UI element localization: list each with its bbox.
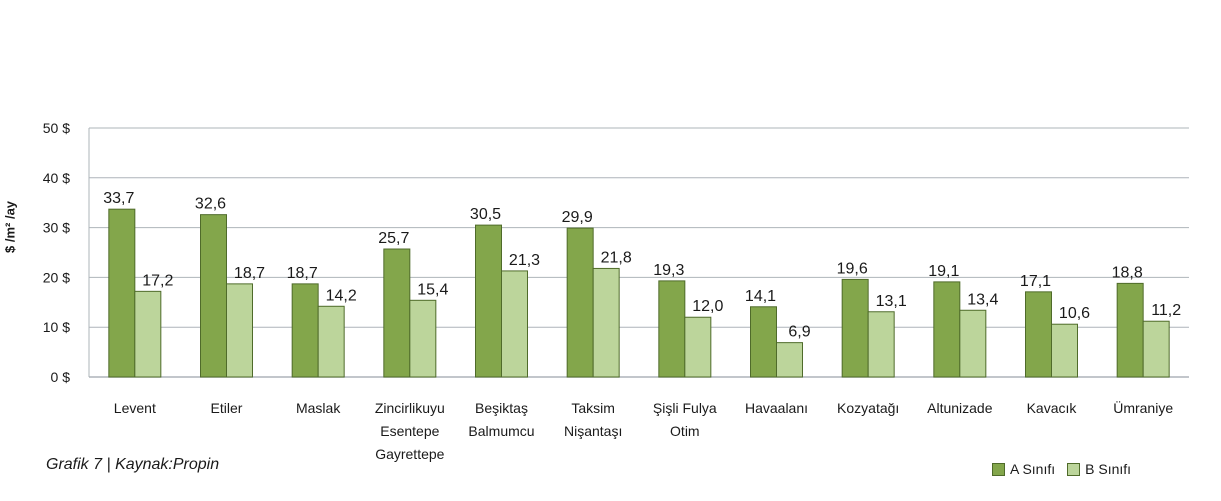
x-tick-label-line: Beşiktaş <box>475 400 528 416</box>
bar <box>867 311 895 378</box>
bar <box>291 283 319 378</box>
data-label: 29,9 <box>562 209 593 226</box>
x-tick-label-line: Altunizade <box>927 400 993 416</box>
bar <box>108 208 136 378</box>
data-label: 17,2 <box>142 272 173 289</box>
bar <box>1051 323 1078 378</box>
data-label: 18,7 <box>287 265 318 282</box>
data-label: 25,7 <box>378 230 409 247</box>
x-tick-label-line: Gayrettepe <box>375 446 444 462</box>
bar <box>1116 282 1144 378</box>
x-tick-label: Altunizade <box>927 400 993 416</box>
bar <box>658 280 686 378</box>
x-tick-label: Havaalanı <box>745 400 808 416</box>
legend-item-a: A Sınıfı <box>992 461 1055 477</box>
x-tick-label-line: Havaalanı <box>745 400 808 416</box>
x-tick-label-line: Nişantaşı <box>564 423 622 439</box>
legend-swatch-b <box>1067 462 1081 476</box>
data-label: 14,1 <box>745 288 776 305</box>
y-tick-label: 10 $ <box>43 319 70 335</box>
bar <box>566 227 594 378</box>
x-tick-label-line: Etiler <box>211 400 243 416</box>
figure-caption: Grafik 7 | Kaynak:Propin <box>46 456 220 473</box>
x-tick-label-line: Kavacık <box>1027 400 1078 416</box>
x-tick-label: Levent <box>114 400 156 416</box>
x-tick-label: Kozyatağı <box>837 400 899 416</box>
data-label: 12,0 <box>692 298 723 315</box>
x-tick-label-line: Kozyatağı <box>837 400 899 416</box>
legend-label-a: A Sınıfı <box>1010 461 1056 477</box>
legend-label-b: B Sınıfı <box>1085 461 1132 477</box>
x-tick-label: Kavacık <box>1027 400 1078 416</box>
x-tick-label-line: Otim <box>670 423 700 439</box>
data-label: 19,3 <box>653 262 684 279</box>
legend-swatch-a <box>992 462 1005 476</box>
bar <box>409 299 437 378</box>
data-label: 19,6 <box>837 260 868 277</box>
data-label: 33,7 <box>103 190 134 207</box>
bar <box>933 281 961 378</box>
data-label: 11,2 <box>1151 302 1181 319</box>
data-label: 30,5 <box>470 206 501 223</box>
data-label: 32,6 <box>195 196 226 213</box>
data-label: 18,8 <box>1112 264 1143 281</box>
bar <box>134 290 162 378</box>
data-label: 15,4 <box>417 281 448 298</box>
data-label: 6,9 <box>788 324 810 341</box>
data-label: 21,8 <box>601 249 632 266</box>
y-tick-label: 40 $ <box>43 170 70 186</box>
bar <box>200 214 227 378</box>
data-label: 17,1 <box>1020 273 1051 290</box>
x-tick-label: Beşiktaş Balmumcu <box>468 400 534 439</box>
x-tick-label: Taksim Nişantaşı <box>564 400 622 439</box>
x-tick-label-line: Balmumcu <box>468 423 534 439</box>
x-tick-label: Etiler <box>211 400 243 416</box>
y-tick-label: 50 $ <box>43 120 70 136</box>
bar <box>1025 291 1052 378</box>
y-axis-label: $ /m² /ay <box>2 200 18 253</box>
x-tick-label-line: Esentepe <box>380 423 439 439</box>
x-tick-label-line: Levent <box>114 400 156 416</box>
bar <box>776 342 803 378</box>
bar <box>841 278 869 378</box>
bar <box>1142 320 1170 378</box>
bar <box>592 267 620 378</box>
legend-item-b: B Sınıfı <box>1067 461 1131 477</box>
data-label: 13,4 <box>967 291 998 308</box>
bar <box>475 224 502 378</box>
bar <box>383 248 411 378</box>
x-tick-label-line: Ümraniye <box>1113 399 1173 416</box>
x-tick-label: Zincirlikuyu Esentepe Gayrettepe <box>375 400 445 462</box>
data-label: 10,6 <box>1059 305 1090 322</box>
x-tick-label: Maslak <box>296 400 341 416</box>
y-tick-label: 30 $ <box>43 220 70 236</box>
bar <box>750 306 777 378</box>
bar <box>501 270 528 378</box>
bar <box>226 283 253 378</box>
data-label: 13,1 <box>876 293 907 310</box>
data-label: 18,7 <box>234 265 265 282</box>
x-tick-label-line: Maslak <box>296 400 341 416</box>
y-tick-label: 20 $ <box>43 269 70 285</box>
x-tick-label-line: Taksim <box>571 400 615 416</box>
x-tick-label: Ümraniye <box>1113 399 1173 416</box>
bar <box>317 305 345 378</box>
x-tick-label-line: Zincirlikuyu <box>375 400 445 416</box>
chart-legend: A Sınıfı B Sınıfı <box>992 461 1131 477</box>
data-label: 14,2 <box>326 287 357 304</box>
x-tick-label: Şişli Fulya Otim <box>653 400 717 439</box>
x-tick-label-line: Şişli Fulya <box>653 400 717 416</box>
data-label: 21,3 <box>509 252 540 269</box>
data-label: 19,1 <box>928 263 959 280</box>
bar <box>959 309 987 378</box>
bar <box>684 316 712 378</box>
y-tick-label: 0 $ <box>51 369 71 385</box>
